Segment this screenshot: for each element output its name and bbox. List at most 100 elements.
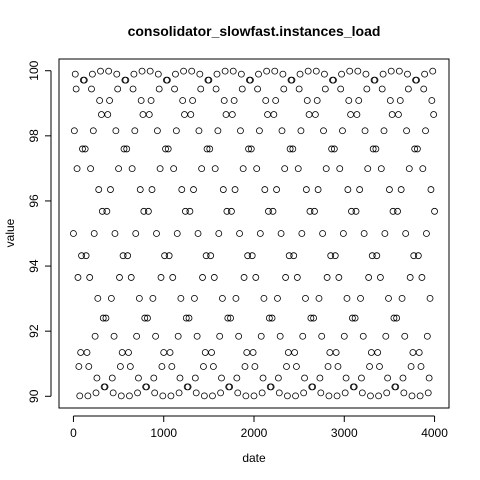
data-point [425,374,433,382]
data-point [277,230,285,237]
data-point [253,165,261,173]
data-point [383,389,391,397]
data-point [258,389,266,397]
data-point [367,392,374,400]
data-point [273,186,280,193]
data-point [323,274,331,281]
data-point [185,314,193,322]
data-point [307,314,315,322]
data-point [207,252,215,260]
data-point [247,145,255,153]
data-point [410,252,418,260]
data-point [200,363,207,370]
data-point [358,389,366,397]
data-point [343,294,351,302]
data-point [423,230,430,237]
data-point [145,111,153,118]
data-point [161,252,169,260]
data-point [324,363,332,370]
data-point [156,165,164,173]
data-point [211,165,219,173]
data-point [363,85,371,93]
data-point [284,349,292,356]
data-point [70,127,78,135]
data-point [274,294,281,302]
data-point [144,314,151,322]
data-point [360,230,368,237]
data-point [107,294,115,302]
data-point [138,67,146,75]
data-point [169,274,177,281]
data-point [210,274,218,281]
data-point [283,363,290,370]
data-point [232,294,240,302]
data-point [380,127,388,135]
data-point [75,363,83,370]
data-point [279,70,287,78]
data-point [299,332,307,340]
data-point [206,145,214,153]
data-point [177,294,185,302]
data-point [239,165,247,173]
data-point [390,314,398,322]
data-point [180,67,187,75]
data-point [228,111,236,118]
data-points [70,67,438,400]
data-point [335,274,343,281]
data-point [129,85,137,93]
data-point [178,186,186,193]
data-point [236,230,243,237]
data-point [344,186,352,193]
data-point [378,85,386,93]
data-point [70,230,77,237]
data-point [404,85,412,93]
data-point [147,97,155,104]
data-point [341,389,349,397]
data-point [271,67,279,75]
data-point [336,165,344,173]
data-point [379,70,387,78]
data-point [352,207,360,215]
data-point [269,207,277,215]
data-point [254,85,262,93]
data-point [311,111,319,118]
data-point [358,374,365,382]
data-point [230,97,238,104]
data-point [293,363,300,370]
data-point [84,392,92,400]
data-point [313,97,321,104]
data-point [252,274,260,281]
data-point [243,349,251,356]
data-point [88,85,95,93]
data-point [270,111,278,118]
data-point [251,363,259,370]
data-point [86,274,94,281]
x-tick-label: 4000 [421,426,448,440]
data-point [297,127,305,135]
x-tick-label: 2000 [241,426,268,440]
data-point [333,392,341,400]
data-point [159,392,167,400]
data-point [312,67,320,75]
data-point [340,332,348,340]
data-point [355,97,363,104]
data-point [160,349,168,356]
data-point [309,383,317,391]
data-point [330,76,337,84]
data-point [428,97,436,104]
data-point [418,274,426,281]
data-point [416,392,424,400]
data-point [265,314,273,322]
data-point [71,70,79,78]
data-point [339,230,347,237]
data-point [96,97,104,104]
data-point [256,230,264,237]
data-point [404,70,411,78]
data-point [240,274,248,281]
data-point [268,314,276,322]
data-point [348,314,356,322]
data-point [272,97,280,104]
data-point [296,70,304,78]
data-point [202,252,210,260]
